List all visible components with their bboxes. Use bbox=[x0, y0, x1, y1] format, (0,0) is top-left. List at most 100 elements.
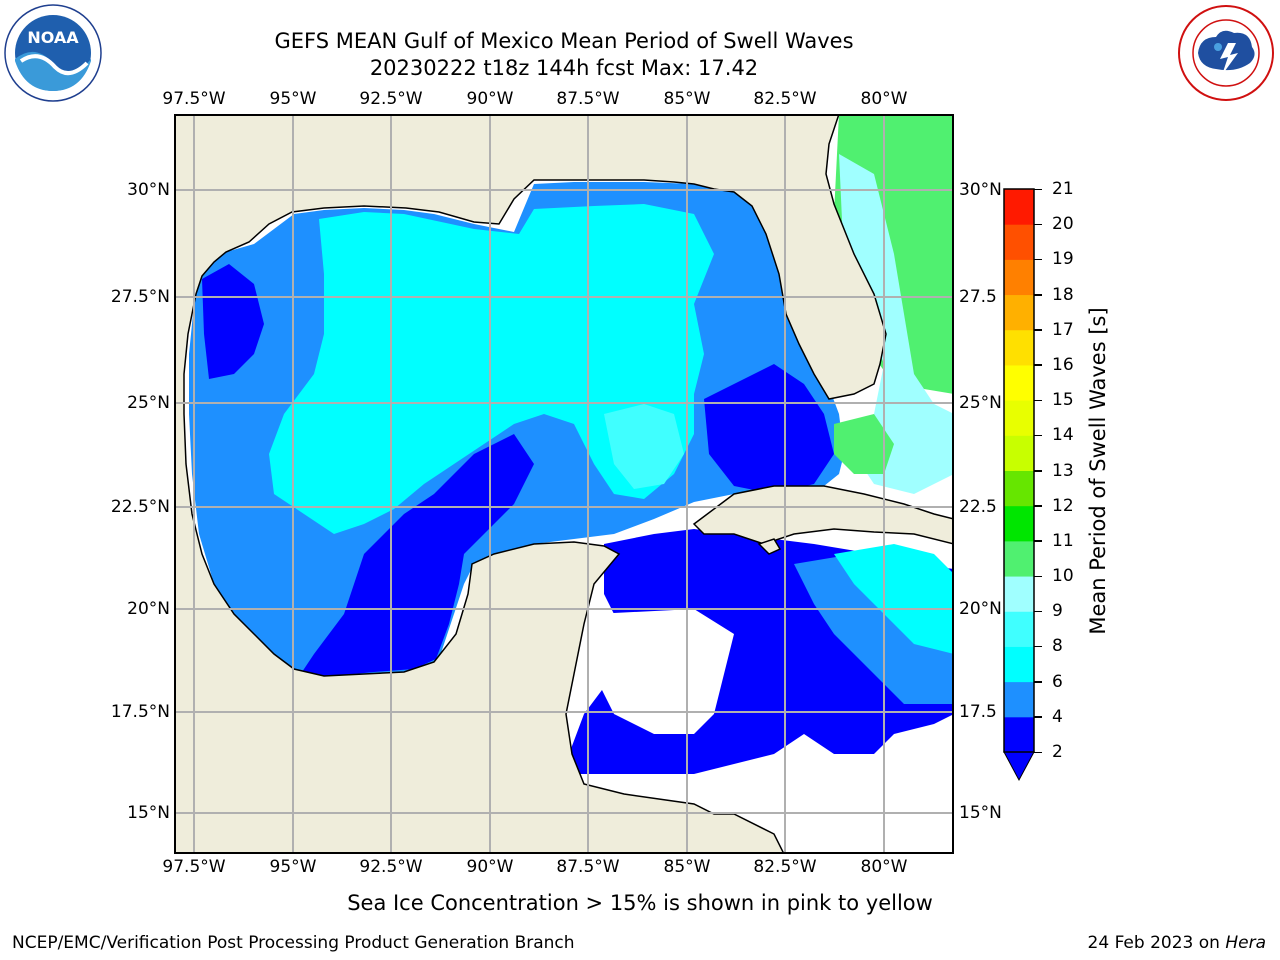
colorbar-cell bbox=[1004, 681, 1034, 718]
gulf-swell-field-east bbox=[704, 364, 834, 494]
colorbar-tick-mark bbox=[1034, 540, 1042, 542]
colorbar-tick-mark bbox=[1034, 399, 1042, 402]
colorbar-tick-label: 14 bbox=[1052, 425, 1074, 446]
colorbar-cell bbox=[1004, 576, 1034, 612]
colorbar-label-wrap: Mean Period of Swell Waves [s] bbox=[1085, 206, 1111, 736]
colorbar-cell bbox=[1004, 364, 1034, 401]
colorbar-tick-label: 2 bbox=[1052, 742, 1063, 762]
colorbar-label: Mean Period of Swell Waves [s] bbox=[1086, 307, 1110, 635]
sea-ice-note: Sea Ice Concentration > 15% is shown in … bbox=[347, 891, 933, 915]
colorbar-tick-label: 9 bbox=[1052, 601, 1063, 622]
colorbar-tick-mark bbox=[1034, 716, 1042, 718]
lat-tick-right: 20°N bbox=[959, 599, 1002, 619]
lat-tick-right: 22.5 bbox=[959, 497, 997, 517]
colorbar-tick-mark bbox=[1034, 645, 1042, 648]
colorbar-tick-mark bbox=[1034, 470, 1042, 472]
lat-tick-right: 27.5 bbox=[959, 287, 997, 307]
colorbar-cell bbox=[1004, 224, 1034, 260]
lon-tick-top: 87.5°W bbox=[556, 89, 620, 109]
gulf-swell-field-south bbox=[294, 434, 534, 684]
lon-tick-bottom: 92.5°W bbox=[359, 857, 423, 877]
map-gridlines bbox=[174, 114, 954, 854]
colorbar-tick-label: 20 bbox=[1052, 214, 1074, 235]
colorbar-tick-mark bbox=[1034, 258, 1042, 261]
colorbar-tick-label: 17 bbox=[1052, 319, 1074, 340]
land-isle-of-youth bbox=[757, 538, 782, 555]
colorbar-cell bbox=[1004, 259, 1034, 296]
colorbar-tick-mark bbox=[1034, 434, 1042, 437]
lon-tick-bottom: 90°W bbox=[466, 857, 514, 877]
map-frame bbox=[174, 114, 954, 854]
colorbar-tick-label: 21 bbox=[1052, 179, 1074, 199]
colorbar-graphic bbox=[1003, 188, 1035, 782]
colorbar-tick-label: 16 bbox=[1052, 354, 1074, 375]
colorbar-tick-label: 4 bbox=[1052, 706, 1063, 727]
noaa-logo-text: NOAA bbox=[27, 28, 79, 47]
no-data-area bbox=[594, 609, 734, 734]
footer-credit: NCEP/EMC/Verification Post Processing Pr… bbox=[12, 933, 575, 953]
colorbar-extend-arrow bbox=[1003, 751, 1035, 782]
noaa-logo: NOAA bbox=[3, 3, 103, 103]
lat-tick-right: 30°N bbox=[959, 180, 1002, 200]
colorbar-tick-label: 18 bbox=[1052, 284, 1074, 305]
colorbar-cell bbox=[1004, 189, 1034, 225]
title-line-2: 20230222 t18z 144h fcst Max: 17.42 bbox=[369, 56, 759, 80]
colorbar-cell bbox=[1004, 400, 1034, 436]
gulf-swell-field-central bbox=[269, 204, 714, 534]
colorbar-tick-label: 13 bbox=[1052, 460, 1074, 481]
lon-tick-bottom: 80°W bbox=[860, 857, 908, 877]
lon-tick-top: 92.5°W bbox=[359, 89, 423, 109]
lon-tick-bottom: 85°W bbox=[663, 857, 711, 877]
colorbar-tick-label: 12 bbox=[1052, 495, 1074, 516]
colorbar-tick-mark bbox=[1034, 223, 1042, 226]
colorbar-tick-label: 10 bbox=[1052, 566, 1074, 587]
lat-tick-right: 15°N bbox=[959, 803, 1002, 823]
no-data-area-2 bbox=[754, 734, 954, 854]
colorbar-tick-mark bbox=[1034, 610, 1042, 613]
lon-tick-bottom: 95°W bbox=[269, 857, 317, 877]
land-cuba bbox=[692, 485, 954, 545]
lat-tick-left: 20°N bbox=[127, 599, 170, 619]
lat-tick-right: 25°N bbox=[959, 393, 1002, 413]
colorbar-cell bbox=[1004, 505, 1034, 542]
map-panel bbox=[174, 114, 954, 854]
colorbar-cell bbox=[1004, 540, 1034, 577]
colorbar-tick-mark bbox=[1034, 751, 1042, 753]
colorbar-cell bbox=[1004, 435, 1034, 471]
atlantic-swell-field-3 bbox=[834, 414, 894, 474]
colorbar-tick-mark bbox=[1034, 329, 1042, 331]
colorbar-cell bbox=[1004, 329, 1034, 366]
lat-tick-left: 30°N bbox=[127, 180, 170, 200]
colorbar-cell bbox=[1004, 716, 1034, 753]
lon-tick-bottom: 82.5°W bbox=[753, 857, 817, 877]
colorbar-tick-mark bbox=[1034, 364, 1042, 366]
colorbar-cell bbox=[1004, 611, 1034, 647]
lat-tick-left: 17.5°N bbox=[110, 702, 170, 722]
lon-tick-top: 82.5°W bbox=[753, 89, 817, 109]
colorbar-cell bbox=[1004, 294, 1034, 331]
gulf-swell-field-central-2 bbox=[604, 404, 684, 489]
colorbar-tick-label: 11 bbox=[1052, 530, 1074, 551]
lon-tick-top: 85°W bbox=[663, 89, 711, 109]
title-line-1: GEFS MEAN Gulf of Mexico Mean Period of … bbox=[274, 29, 854, 53]
footer-date: 24 Feb 2023 on Hera bbox=[1088, 932, 1266, 954]
footer-machine: Hera bbox=[1225, 933, 1266, 953]
colorbar-tick-mark bbox=[1034, 294, 1042, 296]
colorbar-cell bbox=[1004, 646, 1034, 683]
colorbar-tick-mark bbox=[1034, 188, 1042, 190]
lon-tick-bottom: 97.5°W bbox=[162, 857, 226, 877]
land-north-america bbox=[174, 114, 887, 854]
colorbar-tick-label: 19 bbox=[1052, 249, 1074, 270]
lat-tick-left: 22.5°N bbox=[110, 497, 170, 517]
lon-tick-top: 90°W bbox=[466, 89, 514, 109]
lon-tick-top: 80°W bbox=[860, 89, 908, 109]
colorbar-tick-mark bbox=[1034, 575, 1042, 578]
footer-date-text: 24 Feb 2023 on bbox=[1087, 933, 1226, 953]
nws-logo bbox=[1176, 3, 1276, 103]
colorbar-tick-label: 15 bbox=[1052, 390, 1074, 411]
lon-tick-top: 95°W bbox=[269, 89, 317, 109]
lat-tick-right: 17.5 bbox=[959, 702, 997, 722]
gulf-swell-field-west bbox=[202, 264, 264, 379]
colorbar-tick-mark bbox=[1034, 505, 1042, 507]
colorbar-cell bbox=[1004, 470, 1034, 507]
